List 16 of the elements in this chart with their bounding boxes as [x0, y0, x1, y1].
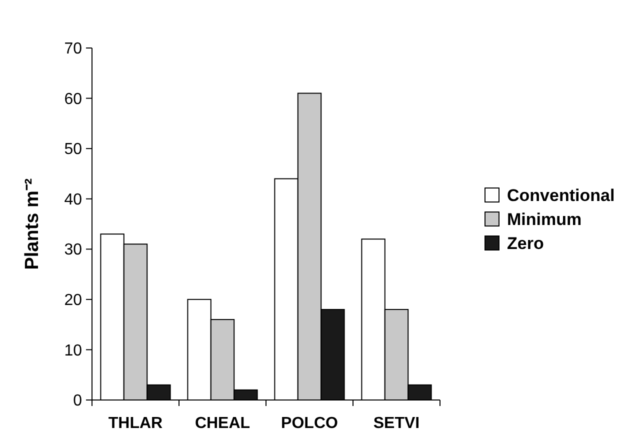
y-tick-label: 10: [64, 342, 82, 360]
y-tick-label: 0: [73, 392, 82, 410]
x-tick-label: CHEAL: [194, 415, 250, 432]
legend-label: Conventional: [507, 186, 615, 205]
y-tick-label: 70: [64, 40, 82, 58]
x-tick-label: SETVI: [373, 415, 420, 432]
x-tick-label: THLAR: [108, 415, 164, 432]
legend-label: Zero: [507, 234, 544, 253]
y-tick-label: 20: [64, 292, 82, 310]
legend-label: Minimum: [507, 210, 582, 229]
y-tick-label: 50: [64, 141, 82, 158]
y-tick-label: 60: [64, 90, 82, 108]
y-tick-label: 30: [64, 242, 82, 259]
y-tick-label: 40: [64, 191, 82, 208]
x-tick-label: POLCO: [281, 415, 338, 432]
y-axis-title: Plants m⁻²: [22, 178, 43, 270]
